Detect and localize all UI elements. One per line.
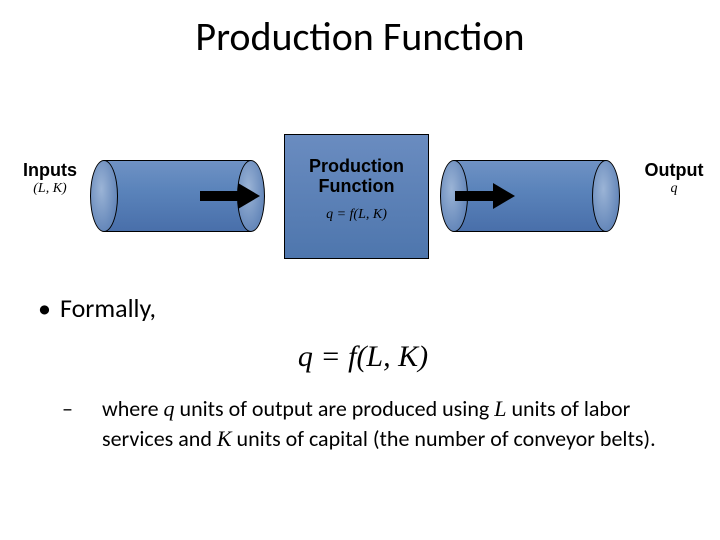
sub-K: K [217, 426, 232, 451]
output-label-sub: q [632, 181, 716, 197]
output-label: Output q [632, 160, 716, 197]
output-label-text: Output [632, 160, 716, 181]
sub-q: q [164, 396, 175, 421]
box-line2: Function [319, 176, 395, 196]
box-line1: Production [309, 156, 404, 176]
arrow-box-to-output [455, 188, 515, 204]
sub-L: L [494, 396, 506, 421]
sub-pre: where [102, 395, 164, 422]
arrow-input-to-box [200, 188, 260, 204]
sub-post: units of capital (the number of conveyor… [232, 425, 656, 452]
inputs-label-sub: (L, K) [6, 181, 94, 197]
bullet-formally-text: Formally, [60, 292, 156, 324]
production-function-box: Production Function q = f(L, K) [284, 134, 429, 259]
page-title: Production Function [0, 12, 720, 61]
body-text: •Formally, q = f(L, K) –where q units of… [38, 292, 688, 453]
sub-mid1: units of output are produced using [175, 395, 495, 422]
bullet-sub: –where q units of output are produced us… [38, 394, 688, 453]
equation: q = f(L, K) [38, 340, 688, 374]
production-diagram: Production Function q = f(L, K) [0, 110, 720, 280]
bullet-formally: •Formally, [38, 292, 688, 324]
inputs-label: Inputs (L, K) [6, 160, 94, 197]
inputs-label-text: Inputs [6, 160, 94, 181]
box-equation: q = f(L, K) [285, 207, 428, 223]
